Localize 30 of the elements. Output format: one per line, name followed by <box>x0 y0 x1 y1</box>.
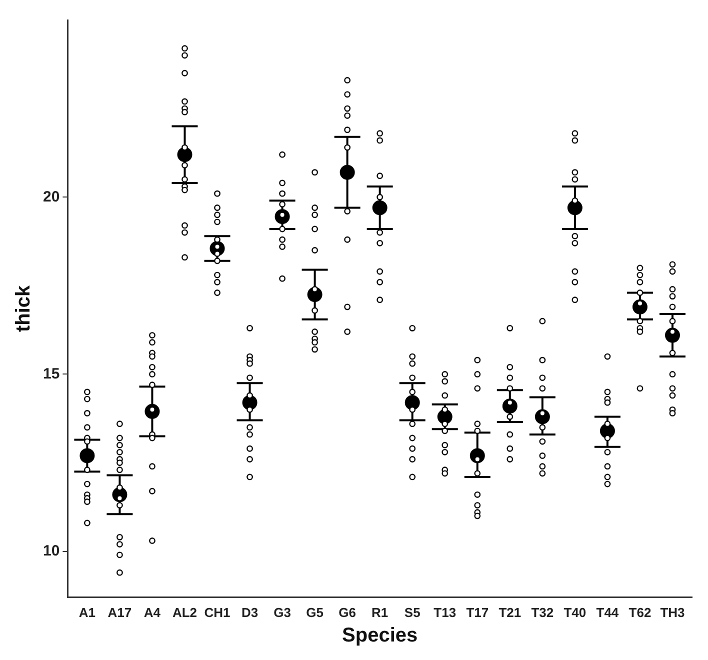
x-tick-label: T32 <box>531 604 554 620</box>
x-tick-label: A17 <box>108 604 132 620</box>
x-tick-label: T13 <box>434 604 456 620</box>
x-tick-label: G6 <box>338 604 356 620</box>
x-tick-label: S5 <box>404 604 420 620</box>
point <box>80 448 95 464</box>
point <box>177 147 192 162</box>
y-axis-title: thick <box>12 284 35 332</box>
x-tick-label: G3 <box>274 604 291 620</box>
x-tick-label: T21 <box>498 604 522 620</box>
point <box>372 200 388 216</box>
point <box>340 164 355 180</box>
x-tick-label: D3 <box>241 604 258 620</box>
x-tick-label: T62 <box>628 604 652 620</box>
y-tick-label: 10 <box>42 542 60 560</box>
x-tick-label: A4 <box>144 604 162 620</box>
x-tick-label: T17 <box>466 604 489 620</box>
x-tick-label: CH1 <box>204 604 230 620</box>
x-tick-label: T40 <box>564 604 586 620</box>
x-axis-title: Species <box>342 624 418 647</box>
point <box>404 395 420 410</box>
x-tick-label: T44 <box>596 604 620 620</box>
y-tick-label: 15 <box>42 365 60 382</box>
x-tick-label: AL2 <box>172 604 198 620</box>
x-tick-label: R1 <box>372 604 388 620</box>
point <box>567 200 582 216</box>
x-tick-label: TH3 <box>660 604 685 620</box>
x-tick-label: A1 <box>78 604 96 620</box>
y-tick-label: 20 <box>42 188 60 206</box>
x-tick-label: G5 <box>306 604 324 620</box>
